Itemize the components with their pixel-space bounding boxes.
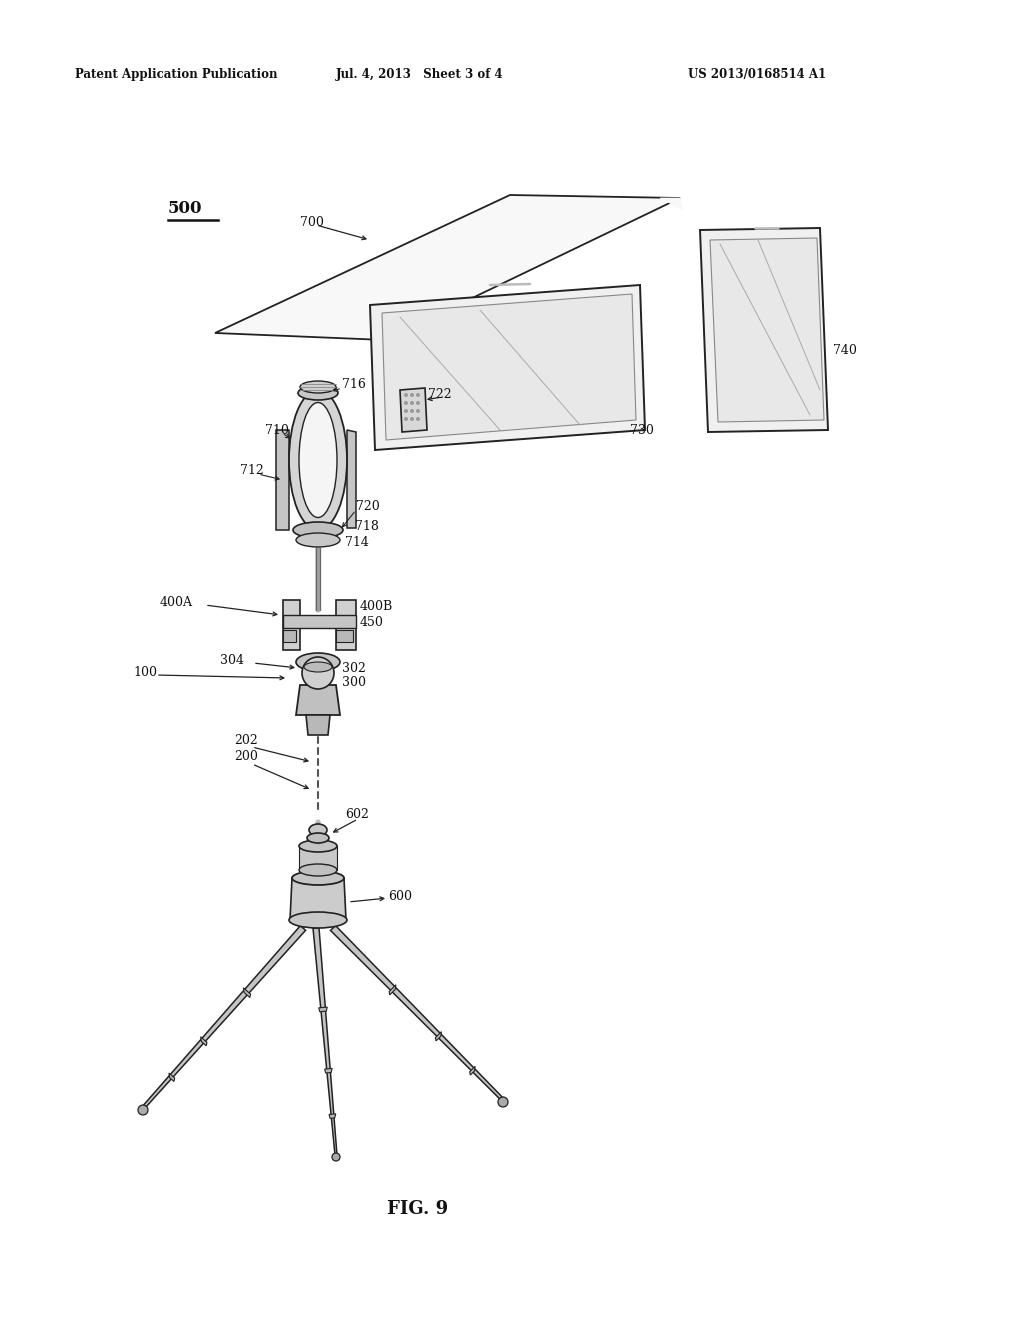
Circle shape [410, 393, 414, 397]
Text: 602: 602 [345, 808, 369, 821]
Polygon shape [382, 294, 636, 440]
Text: 200: 200 [234, 751, 258, 763]
Text: 304: 304 [220, 653, 244, 667]
Text: 202: 202 [234, 734, 258, 747]
Text: 500: 500 [168, 201, 203, 216]
Text: 740: 740 [833, 343, 857, 356]
Circle shape [416, 417, 420, 421]
Ellipse shape [298, 385, 338, 400]
Circle shape [416, 401, 420, 405]
Polygon shape [470, 1067, 475, 1074]
Text: 720: 720 [356, 500, 380, 513]
Text: 718: 718 [355, 520, 379, 533]
Text: 450: 450 [360, 615, 384, 628]
Circle shape [302, 657, 334, 689]
Polygon shape [142, 925, 305, 1109]
Polygon shape [169, 1073, 175, 1081]
Polygon shape [306, 715, 330, 735]
Text: 712: 712 [240, 463, 264, 477]
Ellipse shape [296, 653, 340, 671]
Circle shape [416, 409, 420, 413]
Text: 700: 700 [300, 215, 324, 228]
Polygon shape [389, 985, 396, 995]
Circle shape [404, 393, 408, 397]
Polygon shape [313, 928, 337, 1155]
Circle shape [404, 417, 408, 421]
Text: US 2013/0168514 A1: US 2013/0168514 A1 [688, 69, 826, 81]
Circle shape [416, 393, 420, 397]
Ellipse shape [292, 871, 344, 884]
Text: Jul. 4, 2013   Sheet 3 of 4: Jul. 4, 2013 Sheet 3 of 4 [336, 69, 504, 81]
Polygon shape [276, 430, 289, 531]
Polygon shape [400, 388, 427, 432]
Ellipse shape [309, 824, 327, 836]
Polygon shape [244, 987, 251, 998]
Polygon shape [660, 198, 683, 210]
Polygon shape [283, 615, 356, 628]
Text: 722: 722 [428, 388, 452, 401]
Ellipse shape [289, 389, 347, 531]
Polygon shape [283, 630, 296, 642]
Polygon shape [325, 1068, 332, 1073]
Polygon shape [710, 238, 824, 422]
Circle shape [404, 401, 408, 405]
Ellipse shape [300, 381, 336, 393]
Polygon shape [435, 1032, 441, 1041]
Text: 300: 300 [342, 676, 366, 689]
Polygon shape [700, 228, 828, 432]
Text: 100: 100 [133, 665, 157, 678]
Text: 710: 710 [265, 424, 289, 437]
Polygon shape [296, 685, 340, 715]
Polygon shape [329, 1114, 336, 1118]
Ellipse shape [299, 840, 337, 851]
Ellipse shape [289, 912, 347, 928]
Circle shape [332, 1152, 340, 1162]
Polygon shape [283, 601, 300, 649]
Polygon shape [336, 601, 356, 649]
Text: 302: 302 [342, 661, 366, 675]
Polygon shape [215, 195, 680, 341]
Text: Patent Application Publication: Patent Application Publication [75, 69, 278, 81]
Ellipse shape [304, 663, 332, 672]
Ellipse shape [296, 533, 340, 546]
Polygon shape [370, 285, 645, 450]
Ellipse shape [293, 521, 343, 539]
Polygon shape [299, 846, 337, 870]
Circle shape [498, 1097, 508, 1107]
Polygon shape [336, 630, 353, 642]
Text: 400A: 400A [160, 597, 193, 610]
Text: 716: 716 [342, 379, 366, 392]
Circle shape [404, 409, 408, 413]
Circle shape [410, 417, 414, 421]
Polygon shape [347, 430, 356, 528]
Polygon shape [201, 1036, 207, 1045]
Polygon shape [331, 925, 504, 1101]
Text: 600: 600 [388, 890, 412, 903]
Text: FIG. 9: FIG. 9 [387, 1200, 449, 1218]
Polygon shape [290, 878, 346, 920]
Circle shape [410, 401, 414, 405]
Ellipse shape [299, 865, 337, 876]
Text: 730: 730 [630, 424, 654, 437]
Text: 400B: 400B [360, 601, 393, 614]
Circle shape [138, 1105, 148, 1115]
Ellipse shape [307, 833, 329, 843]
Polygon shape [318, 1007, 328, 1011]
Ellipse shape [299, 403, 337, 517]
Text: 714: 714 [345, 536, 369, 549]
Circle shape [410, 409, 414, 413]
